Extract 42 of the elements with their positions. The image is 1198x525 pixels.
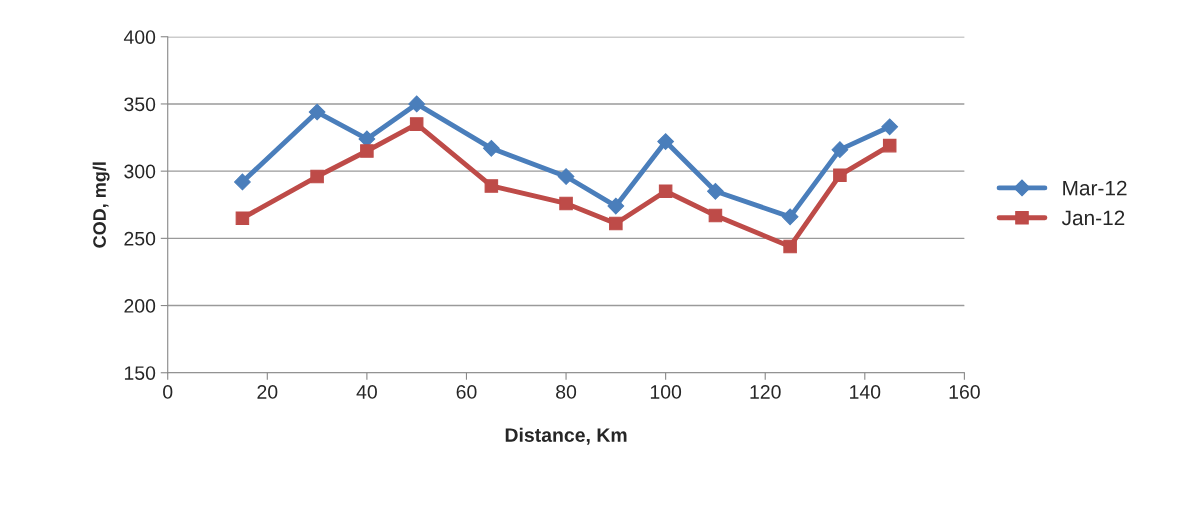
point (781, 208, 799, 226)
legend-label: Mar-12 (1063, 180, 1127, 196)
x-tick-label: 160 (949, 385, 980, 399)
point (360, 144, 374, 158)
x-tick-label: 100 (650, 385, 682, 399)
point (708, 208, 723, 223)
point (707, 182, 724, 200)
point (409, 117, 424, 131)
y-tick-label: 300 (124, 164, 156, 179)
x-tick-label: 20 (257, 385, 278, 399)
point (308, 103, 326, 121)
x-tick-label: 0 (163, 385, 173, 399)
x-axis-title: Distance, Km (505, 427, 627, 445)
point (881, 118, 899, 136)
x-tick-label: 80 (556, 385, 577, 399)
legend-label: Jan-12 (1061, 210, 1125, 226)
y-axis-title: COD, mg/l (92, 162, 110, 248)
point (310, 169, 324, 184)
point (235, 211, 250, 225)
point (609, 216, 623, 231)
y-tick-label: 350 (124, 97, 156, 112)
point (882, 138, 897, 153)
point (234, 173, 251, 191)
y-tick-label: 250 (124, 231, 156, 246)
x-tick-label: 140 (850, 385, 881, 399)
point (408, 95, 426, 113)
point (559, 196, 573, 211)
point (484, 179, 499, 193)
point (607, 197, 625, 215)
x-tick-label: 120 (750, 385, 781, 399)
y-tick-label: 200 (124, 299, 156, 313)
point (833, 168, 847, 182)
point (783, 239, 797, 254)
point (482, 139, 500, 157)
point (657, 133, 675, 150)
point (831, 141, 849, 159)
x-tick-label: 40 (356, 385, 377, 399)
y-tick-label: 150 (124, 366, 156, 380)
point (658, 184, 673, 199)
x-tick-label: 60 (456, 385, 477, 399)
point (557, 168, 575, 185)
y-tick-label: 400 (123, 30, 156, 44)
